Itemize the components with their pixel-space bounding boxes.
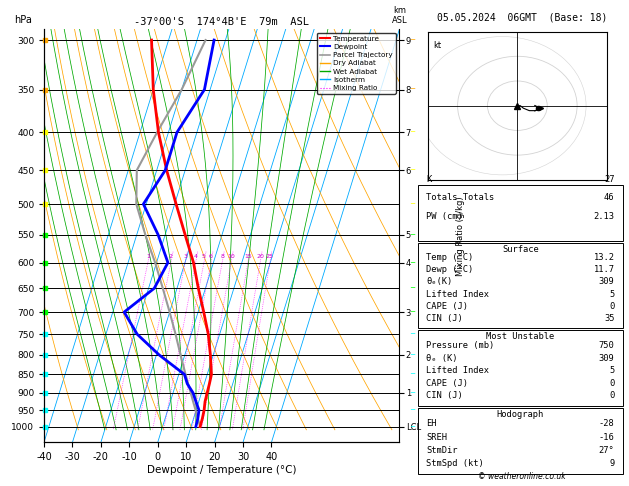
Text: 1: 1 bbox=[146, 254, 150, 260]
Text: 5: 5 bbox=[610, 366, 615, 375]
Text: ─: ─ bbox=[410, 260, 414, 265]
Text: ─: ─ bbox=[410, 309, 414, 315]
Y-axis label: Mixing Ratio (g/kg): Mixing Ratio (g/kg) bbox=[455, 196, 464, 276]
Text: Dewp (°C): Dewp (°C) bbox=[426, 265, 474, 274]
Text: CAPE (J): CAPE (J) bbox=[426, 302, 469, 311]
Text: SREH: SREH bbox=[426, 433, 447, 442]
Text: StmDir: StmDir bbox=[426, 446, 458, 455]
Text: 309: 309 bbox=[599, 278, 615, 286]
Text: Most Unstable: Most Unstable bbox=[486, 332, 555, 341]
Text: ─: ─ bbox=[410, 424, 414, 430]
Text: StmSpd (kt): StmSpd (kt) bbox=[426, 459, 484, 468]
Text: θₑ(K): θₑ(K) bbox=[426, 278, 453, 286]
Text: Pressure (mb): Pressure (mb) bbox=[426, 341, 495, 350]
X-axis label: Dewpoint / Temperature (°C): Dewpoint / Temperature (°C) bbox=[147, 465, 296, 475]
Text: Temp (°C): Temp (°C) bbox=[426, 253, 474, 262]
Text: Lifted Index: Lifted Index bbox=[426, 366, 489, 375]
Text: 0: 0 bbox=[610, 379, 615, 388]
Text: ─: ─ bbox=[410, 331, 414, 337]
Text: 13.2: 13.2 bbox=[594, 253, 615, 262]
Text: θₑ (K): θₑ (K) bbox=[426, 354, 458, 363]
Text: 309: 309 bbox=[599, 354, 615, 363]
Text: 11.7: 11.7 bbox=[594, 265, 615, 274]
Text: 27°: 27° bbox=[599, 446, 615, 455]
Text: 46: 46 bbox=[604, 193, 615, 202]
Text: 2: 2 bbox=[169, 254, 173, 260]
Text: Lifted Index: Lifted Index bbox=[426, 290, 489, 298]
Text: 750: 750 bbox=[599, 341, 615, 350]
Text: hPa: hPa bbox=[14, 15, 31, 25]
Text: -16: -16 bbox=[599, 433, 615, 442]
Text: 20: 20 bbox=[256, 254, 264, 260]
Text: PW (cm): PW (cm) bbox=[426, 212, 463, 221]
Text: 15: 15 bbox=[244, 254, 252, 260]
Text: CIN (J): CIN (J) bbox=[426, 314, 463, 323]
Text: ─: ─ bbox=[410, 352, 414, 358]
Text: ─: ─ bbox=[410, 167, 414, 173]
Text: CAPE (J): CAPE (J) bbox=[426, 379, 469, 388]
Text: 4: 4 bbox=[194, 254, 198, 260]
Text: 3: 3 bbox=[183, 254, 187, 260]
Text: © weatheronline.co.uk: © weatheronline.co.uk bbox=[478, 472, 566, 481]
Text: ─: ─ bbox=[410, 201, 414, 207]
Text: 6: 6 bbox=[209, 254, 213, 260]
Text: ─: ─ bbox=[410, 390, 414, 396]
Text: Hodograph: Hodograph bbox=[497, 410, 544, 419]
Text: ─: ─ bbox=[410, 232, 414, 238]
Text: 0: 0 bbox=[610, 302, 615, 311]
Text: Surface: Surface bbox=[502, 244, 539, 254]
Text: 0: 0 bbox=[610, 391, 615, 400]
Text: 25: 25 bbox=[266, 254, 274, 260]
Text: ─: ─ bbox=[410, 285, 414, 291]
Text: ─: ─ bbox=[410, 37, 414, 43]
Text: K: K bbox=[426, 174, 431, 184]
Text: 05.05.2024  06GMT  (Base: 18): 05.05.2024 06GMT (Base: 18) bbox=[437, 12, 607, 22]
Legend: Temperature, Dewpoint, Parcel Trajectory, Dry Adiabat, Wet Adiabat, Isotherm, Mi: Temperature, Dewpoint, Parcel Trajectory… bbox=[316, 33, 396, 94]
Text: 2.13: 2.13 bbox=[594, 212, 615, 221]
Title: -37°00'S  174°4B'E  79m  ASL: -37°00'S 174°4B'E 79m ASL bbox=[134, 17, 309, 27]
Text: ─: ─ bbox=[410, 407, 414, 413]
Text: 5: 5 bbox=[610, 290, 615, 298]
Text: ─: ─ bbox=[410, 129, 414, 136]
Text: 35: 35 bbox=[604, 314, 615, 323]
Text: -28: -28 bbox=[599, 419, 615, 429]
Text: ─: ─ bbox=[410, 87, 414, 92]
Text: 5: 5 bbox=[202, 254, 206, 260]
Text: km
ASL: km ASL bbox=[392, 6, 407, 25]
Text: Totals Totals: Totals Totals bbox=[426, 193, 495, 202]
Text: 8: 8 bbox=[220, 254, 224, 260]
Text: CIN (J): CIN (J) bbox=[426, 391, 463, 400]
Text: 27: 27 bbox=[604, 174, 615, 184]
Text: kt: kt bbox=[434, 41, 442, 51]
Text: 9: 9 bbox=[610, 459, 615, 468]
Text: EH: EH bbox=[426, 419, 437, 429]
Text: ─: ─ bbox=[410, 371, 414, 378]
Text: 10: 10 bbox=[227, 254, 235, 260]
